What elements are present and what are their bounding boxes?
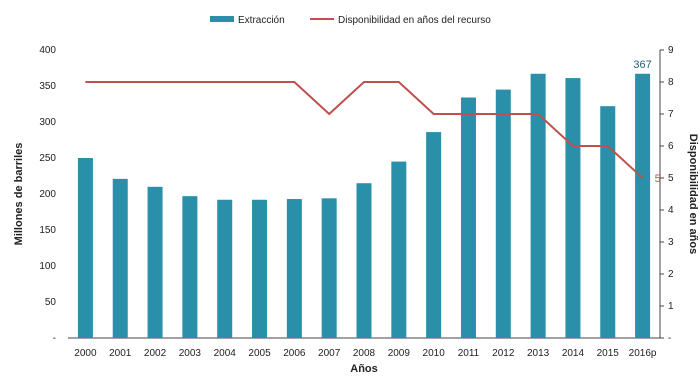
bar [112, 178, 128, 338]
x-tick-label: 2004 [214, 348, 237, 359]
y2-tick-labels: - 1 2 3 4 5 6 7 8 9 [660, 45, 674, 344]
data-label-line-last: 5 [655, 173, 661, 185]
bar [495, 89, 511, 338]
y-tick-label: 150 [39, 225, 56, 236]
bar [600, 106, 616, 338]
x-tick-label: 2003 [179, 348, 202, 359]
x-tick-label: 2008 [353, 348, 376, 359]
y2-tick-label: 2 [668, 269, 674, 280]
bar [147, 186, 163, 338]
y-tick-label: 100 [39, 261, 56, 272]
y2-tick-label: 1 [668, 301, 674, 312]
y-tick-label: 400 [39, 45, 56, 56]
x-tick-label: 2001 [109, 348, 132, 359]
y2-tick-label: 5 [668, 173, 674, 184]
x-tick-label: 2012 [492, 348, 515, 359]
bar [565, 78, 581, 338]
data-label-bar-last: 367 [633, 59, 651, 71]
bar [530, 73, 546, 338]
x-tick-label: 2011 [458, 348, 480, 359]
y2-tick-label: 7 [668, 109, 674, 120]
bar [426, 132, 442, 338]
y2-tick-label: 4 [668, 205, 674, 216]
x-tick-label: 2000 [74, 348, 97, 359]
y2-tick-label: 3 [668, 237, 674, 248]
x-tick-label: 2002 [144, 348, 167, 359]
series-line [85, 81, 644, 179]
legend: Extracción Disponibilidad en años del re… [210, 15, 491, 26]
x-tick-label: 2010 [423, 348, 446, 359]
y2-tick-label: 8 [668, 77, 674, 88]
x-tick-label: 2016p [629, 348, 657, 359]
legend-swatch-extraccion [210, 16, 234, 22]
y-tick-labels: - 50 100 150 200 250 300 350 400 [39, 45, 56, 344]
y-tick-label: 200 [39, 189, 56, 200]
bar [217, 199, 233, 338]
x-tick-labels: 2000 2001 2002 2003 2004 2005 2006 2007 2008 2009… [74, 348, 657, 359]
bar [286, 199, 302, 338]
bar [77, 158, 93, 338]
y2-tick-label: - [668, 333, 671, 344]
legend-label-extraccion: Extracción [238, 15, 285, 26]
bar [391, 161, 407, 338]
y-tick-label: 300 [39, 117, 56, 128]
bar [356, 183, 372, 338]
x-tick-label: 2005 [248, 348, 271, 359]
line-disponibilidad [85, 81, 644, 179]
bar [321, 198, 337, 338]
x-tick-label: 2006 [283, 348, 306, 359]
bars-extraccion [77, 73, 651, 339]
x-tick-label: 2014 [562, 348, 585, 359]
x-tick-label: 2015 [597, 348, 620, 359]
y2-axis-title: Disponibilidad en años [687, 134, 699, 254]
y2-tick-label: 6 [668, 141, 674, 152]
y-tick-label: 250 [39, 153, 56, 164]
x-axis-title: Años [350, 363, 378, 375]
x-tick-label: 2007 [318, 348, 341, 359]
x-tick-label: 2009 [388, 348, 411, 359]
y2-tick-label: 9 [668, 45, 674, 56]
legend-label-disponibilidad: Disponibilidad en años del recurso [338, 15, 491, 26]
y-axis-title: Millones de barriles [13, 143, 25, 246]
y-tick-label: 350 [39, 81, 56, 92]
data-labels: 367 5 [633, 59, 660, 185]
bar [635, 73, 651, 338]
y-tick-label: 50 [45, 297, 57, 308]
x-tick-label: 2013 [527, 348, 550, 359]
bar [252, 199, 268, 338]
bar [460, 97, 476, 339]
bar [182, 196, 198, 338]
y-tick-label: - [53, 333, 56, 344]
